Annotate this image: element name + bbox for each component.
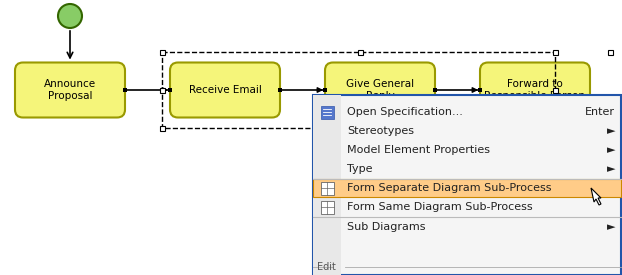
Text: Model Element Properties: Model Element Properties bbox=[347, 145, 490, 155]
Text: Give General
Reply: Give General Reply bbox=[346, 79, 414, 101]
FancyBboxPatch shape bbox=[170, 62, 280, 117]
Text: Form Separate Diagram Sub-Process: Form Separate Diagram Sub-Process bbox=[347, 183, 552, 193]
Text: Stereotypes: Stereotypes bbox=[347, 126, 414, 136]
Text: ►: ► bbox=[606, 222, 615, 232]
Bar bbox=[123, 88, 127, 92]
Bar bbox=[162, 52, 555, 128]
Bar bbox=[608, 50, 613, 54]
Bar bbox=[313, 179, 621, 197]
Text: Receive Email: Receive Email bbox=[188, 85, 261, 95]
Bar bbox=[552, 87, 557, 92]
Bar bbox=[478, 88, 482, 92]
Text: Announce
Proposal: Announce Proposal bbox=[44, 79, 96, 101]
Bar bbox=[552, 125, 557, 131]
Text: Sub Diagrams: Sub Diagrams bbox=[347, 222, 425, 232]
FancyBboxPatch shape bbox=[325, 62, 435, 117]
Text: ►: ► bbox=[606, 164, 615, 174]
Bar bbox=[323, 88, 327, 92]
Text: Edit: Edit bbox=[317, 262, 336, 272]
Bar bbox=[159, 125, 164, 131]
FancyBboxPatch shape bbox=[480, 62, 590, 117]
Text: Form Same Diagram Sub-Process: Form Same Diagram Sub-Process bbox=[347, 202, 532, 212]
Bar bbox=[159, 50, 164, 54]
Bar bbox=[278, 88, 282, 92]
Text: ►: ► bbox=[606, 126, 615, 136]
Bar bbox=[320, 200, 333, 213]
FancyBboxPatch shape bbox=[15, 62, 125, 117]
Bar bbox=[433, 88, 437, 92]
Text: Type: Type bbox=[347, 164, 373, 174]
Text: Open Specification...: Open Specification... bbox=[347, 107, 463, 117]
Bar bbox=[358, 125, 363, 131]
Text: ►: ► bbox=[606, 145, 615, 155]
Bar bbox=[313, 95, 621, 275]
Bar bbox=[358, 50, 363, 54]
Bar bbox=[168, 88, 172, 92]
Bar bbox=[313, 95, 341, 275]
Polygon shape bbox=[591, 188, 601, 205]
Text: Forward to
Responsible Person: Forward to Responsible Person bbox=[485, 79, 585, 101]
Circle shape bbox=[58, 4, 82, 28]
Bar bbox=[552, 50, 557, 54]
Bar bbox=[608, 125, 613, 131]
Bar bbox=[159, 87, 164, 92]
Bar bbox=[320, 182, 333, 194]
Text: Enter: Enter bbox=[585, 107, 615, 117]
Bar bbox=[320, 106, 333, 119]
